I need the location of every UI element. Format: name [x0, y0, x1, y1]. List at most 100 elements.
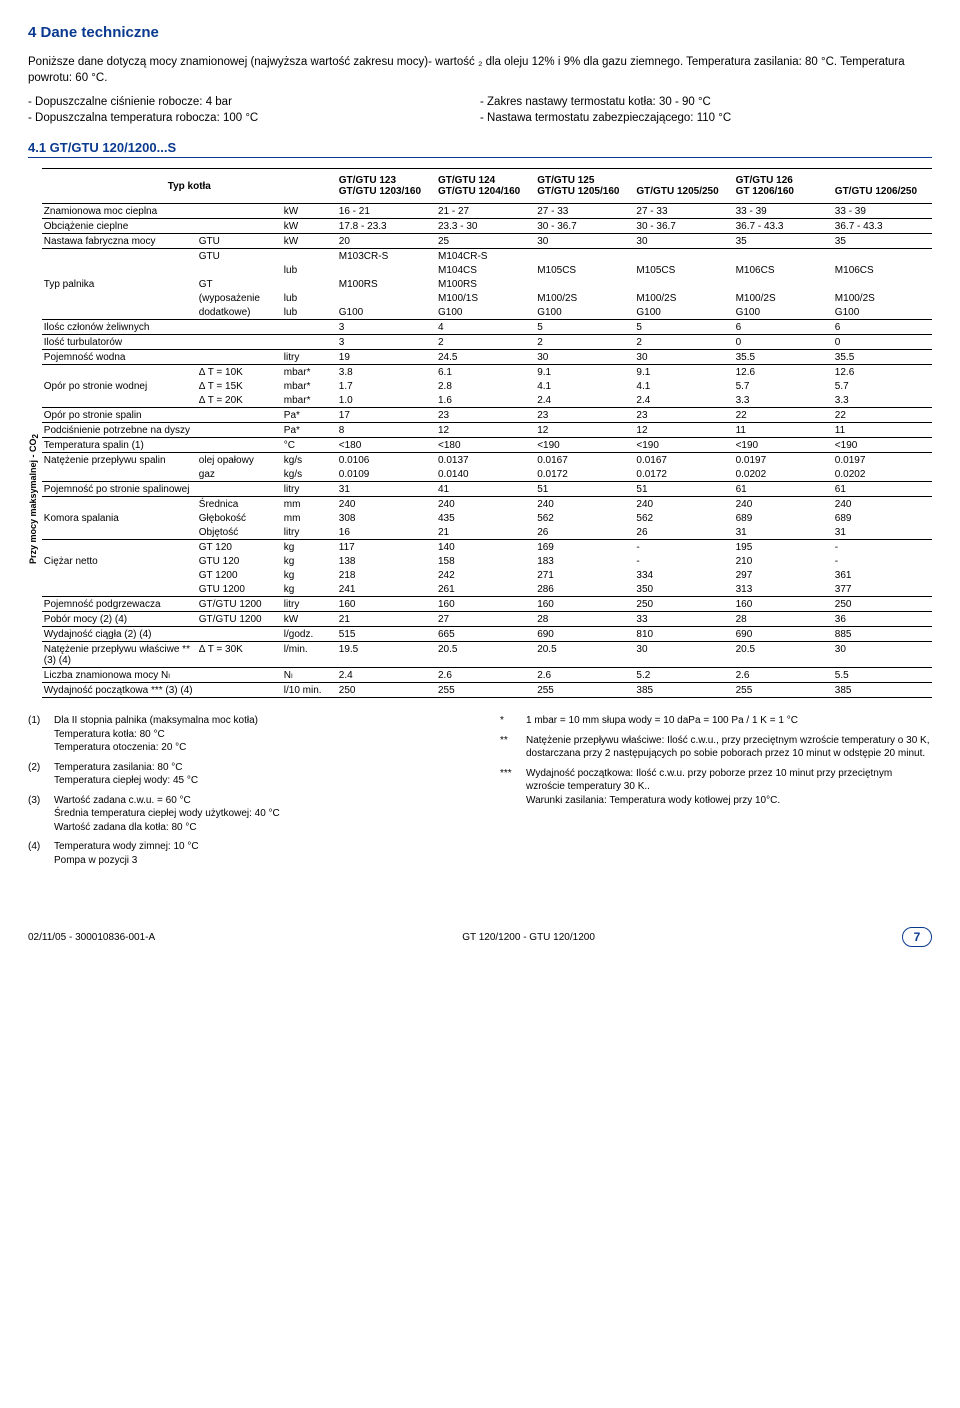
footnote-text: 1 mbar = 10 mm słupa wody = 10 daPa = 10… — [526, 714, 798, 728]
row-unit: kg — [282, 540, 337, 555]
cell: 30 - 36.7 — [634, 219, 733, 234]
col-head-3: GT/GTU 1205/250 — [634, 169, 733, 204]
cell: 28 — [535, 612, 634, 627]
cell: 308 — [337, 511, 436, 525]
row-unit: litry — [282, 597, 337, 612]
spec-line: - Zakres nastawy termostatu kotła: 30 - … — [480, 94, 932, 110]
footnotes-left: (1)Dla II stopnia palnika (maksymalna mo… — [28, 714, 460, 873]
row-unit: mbar* — [282, 379, 337, 393]
table-row: Natężenie przepływu właściwe ** (3) (4)Δ… — [42, 642, 932, 668]
cell: 24.5 — [436, 350, 535, 365]
cell: M104CS — [436, 263, 535, 277]
footer-left: 02/11/05 - 300010836-001-A — [28, 932, 155, 943]
cell: 0 — [734, 335, 833, 350]
cell: 12.6 — [833, 365, 932, 380]
cell: 240 — [436, 497, 535, 512]
row-label — [42, 525, 197, 540]
row-unit: lub — [282, 291, 337, 305]
row-unit: kg/s — [282, 453, 337, 468]
cell: 183 — [535, 554, 634, 568]
footnote-marker: (2) — [28, 761, 54, 788]
spec-col-left: - Dopuszczalne ciśnienie robocze: 4 bar-… — [28, 94, 480, 126]
table-row: lubM104CSM105CSM105CSM106CSM106CS — [42, 263, 932, 277]
footnote: (4)Temperatura wody zimnej: 10 °CPompa w… — [28, 840, 460, 867]
cell: 250 — [833, 597, 932, 612]
cell: 9.1 — [634, 365, 733, 380]
cell: 255 — [535, 683, 634, 698]
row-unit: mm — [282, 497, 337, 512]
row-label: Ilość turbulatorów — [42, 335, 197, 350]
row-label: Nastawa fabryczna mocy — [42, 234, 197, 249]
row-unit: litry — [282, 525, 337, 540]
cell: - — [833, 540, 932, 555]
table-row: Znamionowa moc cieplnakW16 - 2121 - 2727… — [42, 204, 932, 219]
cell: 2 — [535, 335, 634, 350]
row-sub: Średnica — [197, 497, 282, 512]
table-row: Wydajność początkowa *** (3) (4)l/10 min… — [42, 683, 932, 698]
row-label: Znamionowa moc cieplna — [42, 204, 197, 219]
cell: 30 — [535, 234, 634, 249]
section-title: 4 Dane techniczne — [28, 24, 932, 41]
cell: 240 — [535, 497, 634, 512]
cell: 169 — [535, 540, 634, 555]
row-unit — [282, 277, 337, 291]
table-row: GT 1200kg218242271334297361 — [42, 568, 932, 582]
row-label — [42, 497, 197, 512]
cell: 0.0109 — [337, 467, 436, 482]
table-row: Komora spalaniaGłębokośćmm30843556256268… — [42, 511, 932, 525]
table-row: (wyposażenielubM100/1SM100/2SM100/2SM100… — [42, 291, 932, 305]
cell: 690 — [734, 627, 833, 642]
row-unit: l/godz. — [282, 627, 337, 642]
page-footer: 02/11/05 - 300010836-001-A GT 120/1200 -… — [28, 927, 932, 947]
cell: 22 — [734, 408, 833, 423]
cell: 4.1 — [634, 379, 733, 393]
cell: 0.0137 — [436, 453, 535, 468]
cell: 11 — [833, 423, 932, 438]
row-label: Liczba znamionowa mocy Nₗ — [42, 668, 197, 683]
footnote-text: Wartość zadana c.w.u. = 60 °CŚrednia tem… — [54, 794, 280, 835]
footnote: *1 mbar = 10 mm słupa wody = 10 daPa = 1… — [500, 714, 932, 728]
cell: 1.7 — [337, 379, 436, 393]
row-sub: GTU — [197, 234, 282, 249]
row-label: Opór po stronie spalin — [42, 408, 197, 423]
table-row: Ilość turbulatorów322200 — [42, 335, 932, 350]
cell — [535, 249, 634, 264]
table-row: Nastawa fabryczna mocyGTUkW202530303535 — [42, 234, 932, 249]
row-label: Pojemność wodna — [42, 350, 197, 365]
footnotes: (1)Dla II stopnia palnika (maksymalna mo… — [28, 714, 932, 873]
row-label: Pobór mocy (2) (4) — [42, 612, 197, 627]
cell: 30 - 36.7 — [535, 219, 634, 234]
cell: 0.0172 — [634, 467, 733, 482]
cell: 27 - 33 — [535, 204, 634, 219]
cell: 5.5 — [833, 668, 932, 683]
cell: 3.3 — [833, 393, 932, 408]
table-row: Typ palnikaGTM100RSM100RS — [42, 277, 932, 291]
cell: 33 - 39 — [734, 204, 833, 219]
cell: 885 — [833, 627, 932, 642]
cell: 2.8 — [436, 379, 535, 393]
row-unit: kg — [282, 554, 337, 568]
row-unit: Pa* — [282, 423, 337, 438]
row-unit: kW — [282, 234, 337, 249]
cell: 5.2 — [634, 668, 733, 683]
row-unit: mm — [282, 511, 337, 525]
cell: 23.3 - 30 — [436, 219, 535, 234]
row-unit: mbar* — [282, 365, 337, 380]
row-label: Podciśnienie potrzebne na dyszy — [42, 423, 197, 438]
row-sub: gaz — [197, 467, 282, 482]
cell: 160 — [436, 597, 535, 612]
cell: 3 — [337, 335, 436, 350]
row-sub: Δ T = 30K — [197, 642, 282, 668]
cell: M104CR-S — [436, 249, 535, 264]
cell — [833, 277, 932, 291]
cell: M105CS — [634, 263, 733, 277]
footnote-text: Temperatura wody zimnej: 10 °CPompa w po… — [54, 840, 199, 867]
row-unit: kW — [282, 204, 337, 219]
cell: 138 — [337, 554, 436, 568]
cell: M100/1S — [436, 291, 535, 305]
row-label — [42, 568, 197, 582]
cell: 2.6 — [734, 668, 833, 683]
footnote-marker: *** — [500, 767, 526, 808]
cell: 0.0197 — [734, 453, 833, 468]
cell — [634, 249, 733, 264]
